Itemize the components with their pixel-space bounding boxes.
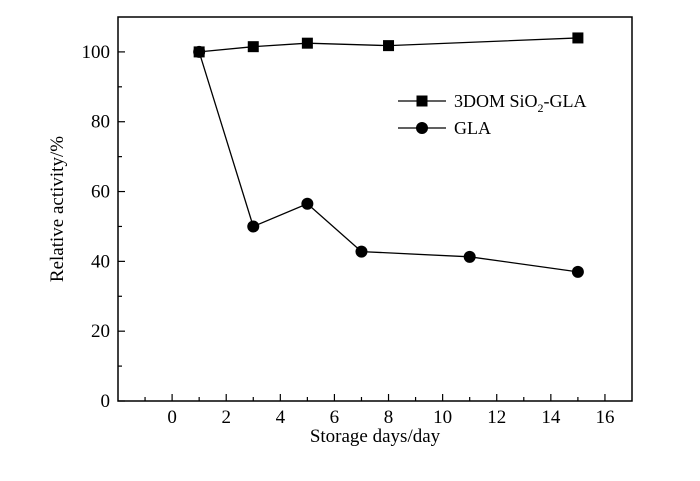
x-tick-label: 10 [433, 407, 452, 428]
plot-frame [117, 16, 633, 402]
data-point-square [572, 32, 584, 44]
x-tick-label: 16 [595, 407, 614, 428]
series-line-gla [198, 51, 578, 273]
data-point-square [301, 37, 313, 49]
legend-marker-circle [416, 122, 428, 134]
x-tick-label: 8 [384, 407, 394, 428]
x-tick-label: 14 [541, 407, 561, 428]
x-tick-label: 0 [167, 407, 177, 428]
data-point-circle [301, 197, 314, 210]
legend-label: GLA [454, 118, 491, 138]
x-axis-title: Storage days/day [310, 426, 441, 447]
y-axis-title: Relative activity/% [47, 136, 68, 282]
series-layer [193, 32, 584, 278]
data-point-circle [247, 220, 260, 233]
x-tick-label: 12 [487, 407, 506, 428]
legend-label: 3DOM SiO2-GLA [454, 91, 587, 115]
y-tick-label: 20 [91, 321, 110, 342]
data-point-circle [463, 250, 476, 263]
y-axis-ticks: 0 20 40 60 80 100 [82, 42, 125, 412]
data-point-circle [571, 265, 584, 278]
y-tick-label: 60 [91, 182, 110, 203]
x-tick-label: 4 [276, 407, 286, 428]
x-axis-ticks: 0 2 4 6 8 10 12 14 16 [144, 394, 614, 428]
data-point-circle [355, 245, 368, 258]
data-point-square [247, 41, 259, 53]
y-tick-label: 40 [91, 251, 110, 272]
y-tick-label: 80 [91, 112, 110, 133]
y-tick-label: 100 [82, 42, 111, 63]
x-tick-label: 2 [221, 407, 231, 428]
legend-marker-square [416, 95, 428, 107]
data-point-square [383, 40, 395, 52]
data-point-circle [193, 45, 206, 58]
legend: 3DOM SiO2-GLA GLA [398, 91, 587, 138]
x-tick-label: 6 [330, 407, 340, 428]
y-tick-label: 0 [101, 391, 111, 412]
